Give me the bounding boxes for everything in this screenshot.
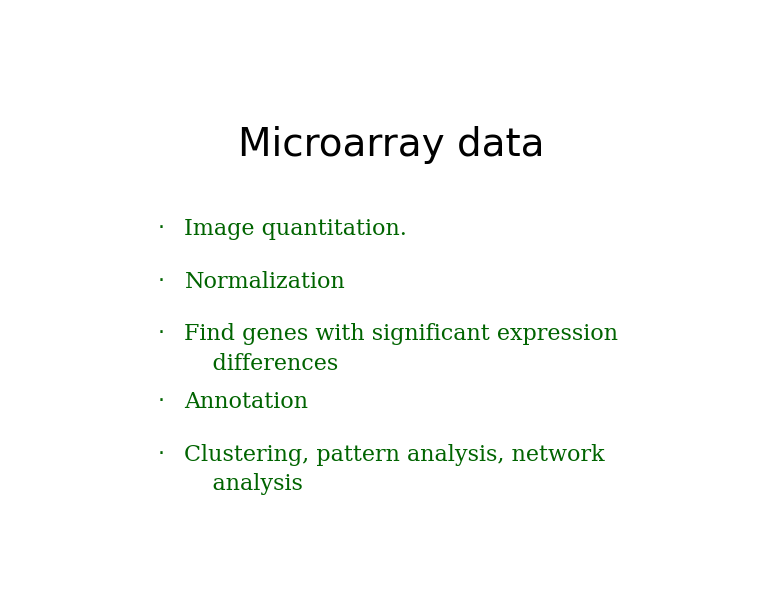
Text: ·: · — [158, 391, 165, 411]
Text: ·: · — [158, 271, 165, 291]
Text: ·: · — [158, 444, 165, 464]
Text: Microarray data: Microarray data — [238, 126, 544, 164]
Text: ·: · — [158, 218, 165, 238]
Text: Annotation: Annotation — [185, 391, 308, 413]
Text: Clustering, pattern analysis, network: Clustering, pattern analysis, network — [185, 444, 605, 466]
Text: Image quantitation.: Image quantitation. — [185, 218, 407, 240]
Text: Normalization: Normalization — [185, 271, 345, 293]
Text: ·: · — [158, 324, 165, 343]
Text: Find genes with significant expression: Find genes with significant expression — [185, 324, 619, 345]
Text: differences: differences — [185, 353, 339, 375]
Text: analysis: analysis — [185, 474, 304, 496]
